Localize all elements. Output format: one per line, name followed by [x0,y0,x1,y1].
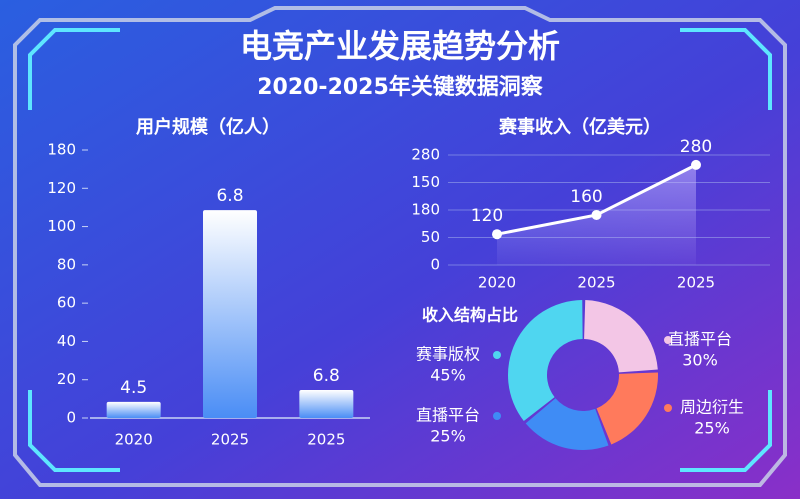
segment-label: 直播平台 [416,406,480,425]
y-tick-label: 0 [430,256,440,274]
corner-accent [680,390,772,472]
corner-accent [680,28,772,110]
value-label: 25% [430,427,466,446]
point [492,229,502,240]
y-tick-label: 180 [47,141,76,159]
y-tick-label: 180 [411,201,440,219]
data-label: 6.8 [216,186,243,206]
y-tick-label: 40 [57,332,76,350]
y-tick-label: 80 [57,255,76,273]
chart-title: 赛事收入（亿美元） [498,116,661,138]
chart-title: 用户规模（亿人） [136,116,280,138]
page-subtitle: 2020-2025年关键数据洞察 [257,74,544,100]
corner-accent [28,28,120,110]
y-tick-label: 0 [66,409,76,427]
x-tick-label: 2025 [307,431,345,449]
bar [299,390,354,418]
frame [13,6,787,487]
data-label: 160 [570,187,602,207]
bar [106,401,161,418]
segment-label: 赛事版权 [416,345,480,364]
x-tick-label: 2025 [211,431,249,449]
value-label: 30% [682,351,718,370]
donut-segment [525,398,609,451]
data-label: 120 [471,206,503,226]
y-tick-label: 120 [47,179,76,197]
data-label: 280 [680,137,712,157]
y-tick-label: 150 [411,173,440,191]
segment-label: 周边衍生 [680,398,744,417]
page-title: 电竞产业发展趋势分析 [240,27,560,65]
y-tick-label: 280 [411,146,440,164]
value-label: 45% [430,366,466,385]
x-tick-label: 2025 [577,274,615,292]
legend-dot [493,412,501,420]
x-tick-label: 2020 [115,431,153,449]
legend-dot [664,404,672,412]
segment-label: 直播平台 [668,330,732,349]
donut-segment [584,300,658,373]
donut-segment [596,372,658,445]
x-tick-label: 2025 [677,274,715,292]
value-label: 25% [694,419,730,438]
y-tick-label: 20 [57,370,76,388]
y-tick-label: 50 [421,228,440,246]
donut-segment [508,300,583,422]
legend-dot [493,351,501,359]
x-tick-label: 2020 [478,274,516,292]
corner-accent [28,390,120,472]
point [591,209,602,220]
point [691,159,701,170]
data-label: 4.5 [120,378,147,398]
legend-dot [664,336,672,344]
y-tick-label: 100 [47,217,76,235]
chart-title: 收入结构占比 [422,306,518,325]
bar [203,210,257,418]
y-tick-label: 60 [57,294,76,312]
data-label: 6.8 [313,366,340,386]
